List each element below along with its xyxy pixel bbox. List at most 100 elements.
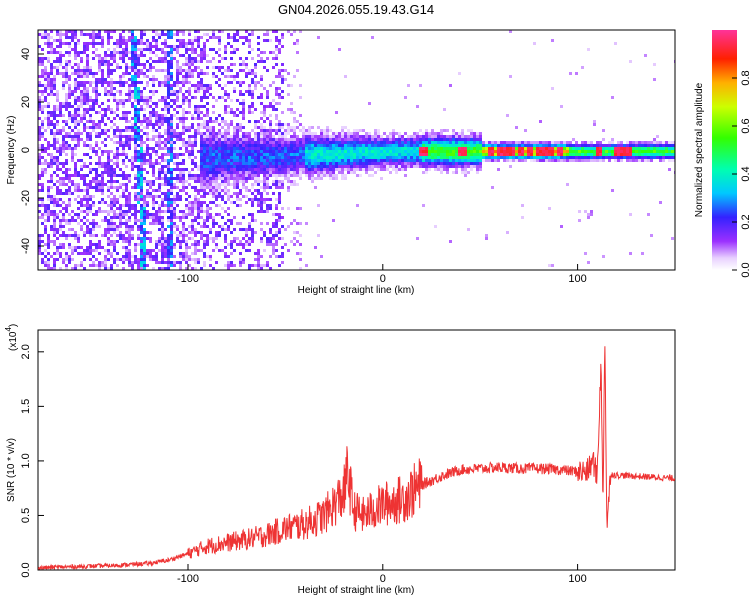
heatmap-cell [38,135,41,138]
heatmap-cell [182,39,185,42]
heatmap-cell [566,153,569,156]
heatmap-cell [98,33,101,36]
heatmap-cell [332,177,335,180]
heatmap-cell [89,210,92,213]
heatmap-cell [404,174,407,177]
heatmap-cell [434,135,437,138]
heatmap-cell [374,153,377,156]
heatmap-cell [458,72,461,75]
heatmap-cell [257,162,260,165]
heatmap-cell [47,72,50,75]
heatmap-cell [257,180,260,183]
heatmap-cell [479,135,482,138]
heatmap-cell [281,207,284,210]
heatmap-cell [161,33,164,36]
heatmap-cell [278,162,281,165]
heatmap-cell [191,135,194,138]
heatmap-cell [203,261,206,264]
heatmap-cell [314,138,317,141]
heatmap-cell [77,132,80,135]
heatmap-cell [110,63,113,66]
heatmap-cell [353,141,356,144]
heatmap-cell [584,159,587,162]
heatmap-cell [38,174,41,177]
heatmap-cell [242,153,245,156]
heatmap-cell [236,156,239,159]
heatmap-cell [449,150,452,153]
heatmap-cell [470,132,473,135]
heatmap-cell [362,150,365,153]
heatmap-cell [98,159,101,162]
heatmap-cell [149,153,152,156]
heatmap-cell [296,174,299,177]
heatmap-cell [257,150,260,153]
heatmap-cell [458,132,461,135]
heatmap-cell [476,165,479,168]
heatmap-cell [587,141,590,144]
heatmap-cell [203,93,206,96]
heatmap-cell [236,165,239,168]
heatmap-cell [176,81,179,84]
heatmap-cell [56,156,59,159]
heatmap-cell [113,216,116,219]
heatmap-cell [143,150,146,153]
heatmap-cell [338,165,341,168]
heatmap-cell [167,216,170,219]
heatmap-cell [338,138,341,141]
heatmap-cell [113,96,116,99]
heatmap-cell [95,177,98,180]
heatmap-cell [356,132,359,135]
heatmap-cell [107,153,110,156]
heatmap-cell [278,93,281,96]
heatmap-cell [125,255,128,258]
heatmap-cell [257,156,260,159]
heatmap-cell [137,264,140,267]
heatmap-cell [212,219,215,222]
heatmap-cell [59,132,62,135]
heatmap-cell [155,69,158,72]
heatmap-cell [278,42,281,45]
heatmap-cell [239,111,242,114]
heatmap-cell [266,96,269,99]
heatmap-cell [110,87,113,90]
heatmap-cell [122,255,125,258]
heatmap-cell [47,240,50,243]
heatmap-cell [431,138,434,141]
heatmap-cell [461,135,464,138]
heatmap-cell [53,78,56,81]
heatmap-cell [167,219,170,222]
heatmap-cell [179,171,182,174]
heatmap-cell [233,36,236,39]
heatmap-cell [293,135,296,138]
heatmap-cell [80,33,83,36]
heatmap-cell [89,69,92,72]
heatmap-cell [146,210,149,213]
heatmap-cell [50,174,53,177]
heatmap-cell [476,171,479,174]
heatmap-cell [95,90,98,93]
heatmap-cell [146,45,149,48]
heatmap-cell [281,153,284,156]
heatmap-cell [152,108,155,111]
heatmap-cell [296,159,299,162]
heatmap-cell [101,162,104,165]
heatmap-cell [116,63,119,66]
heatmap-cell [257,96,260,99]
heatmap-cell [227,243,230,246]
heatmap-cell [71,156,74,159]
heatmap-cell [128,135,131,138]
heatmap-cell [110,177,113,180]
heatmap-cell [473,156,476,159]
heatmap-cell [194,240,197,243]
heatmap-cell [128,249,131,252]
heatmap-cell [86,213,89,216]
heatmap-cell [425,156,428,159]
heatmap-cell [461,129,464,132]
heatmap-cell [107,156,110,159]
heatmap-cell [56,147,59,150]
heatmap-cell [236,123,239,126]
heatmap-cell [233,201,236,204]
heatmap-cell [323,138,326,141]
heatmap-cell [80,69,83,72]
heatmap-cell [83,234,86,237]
